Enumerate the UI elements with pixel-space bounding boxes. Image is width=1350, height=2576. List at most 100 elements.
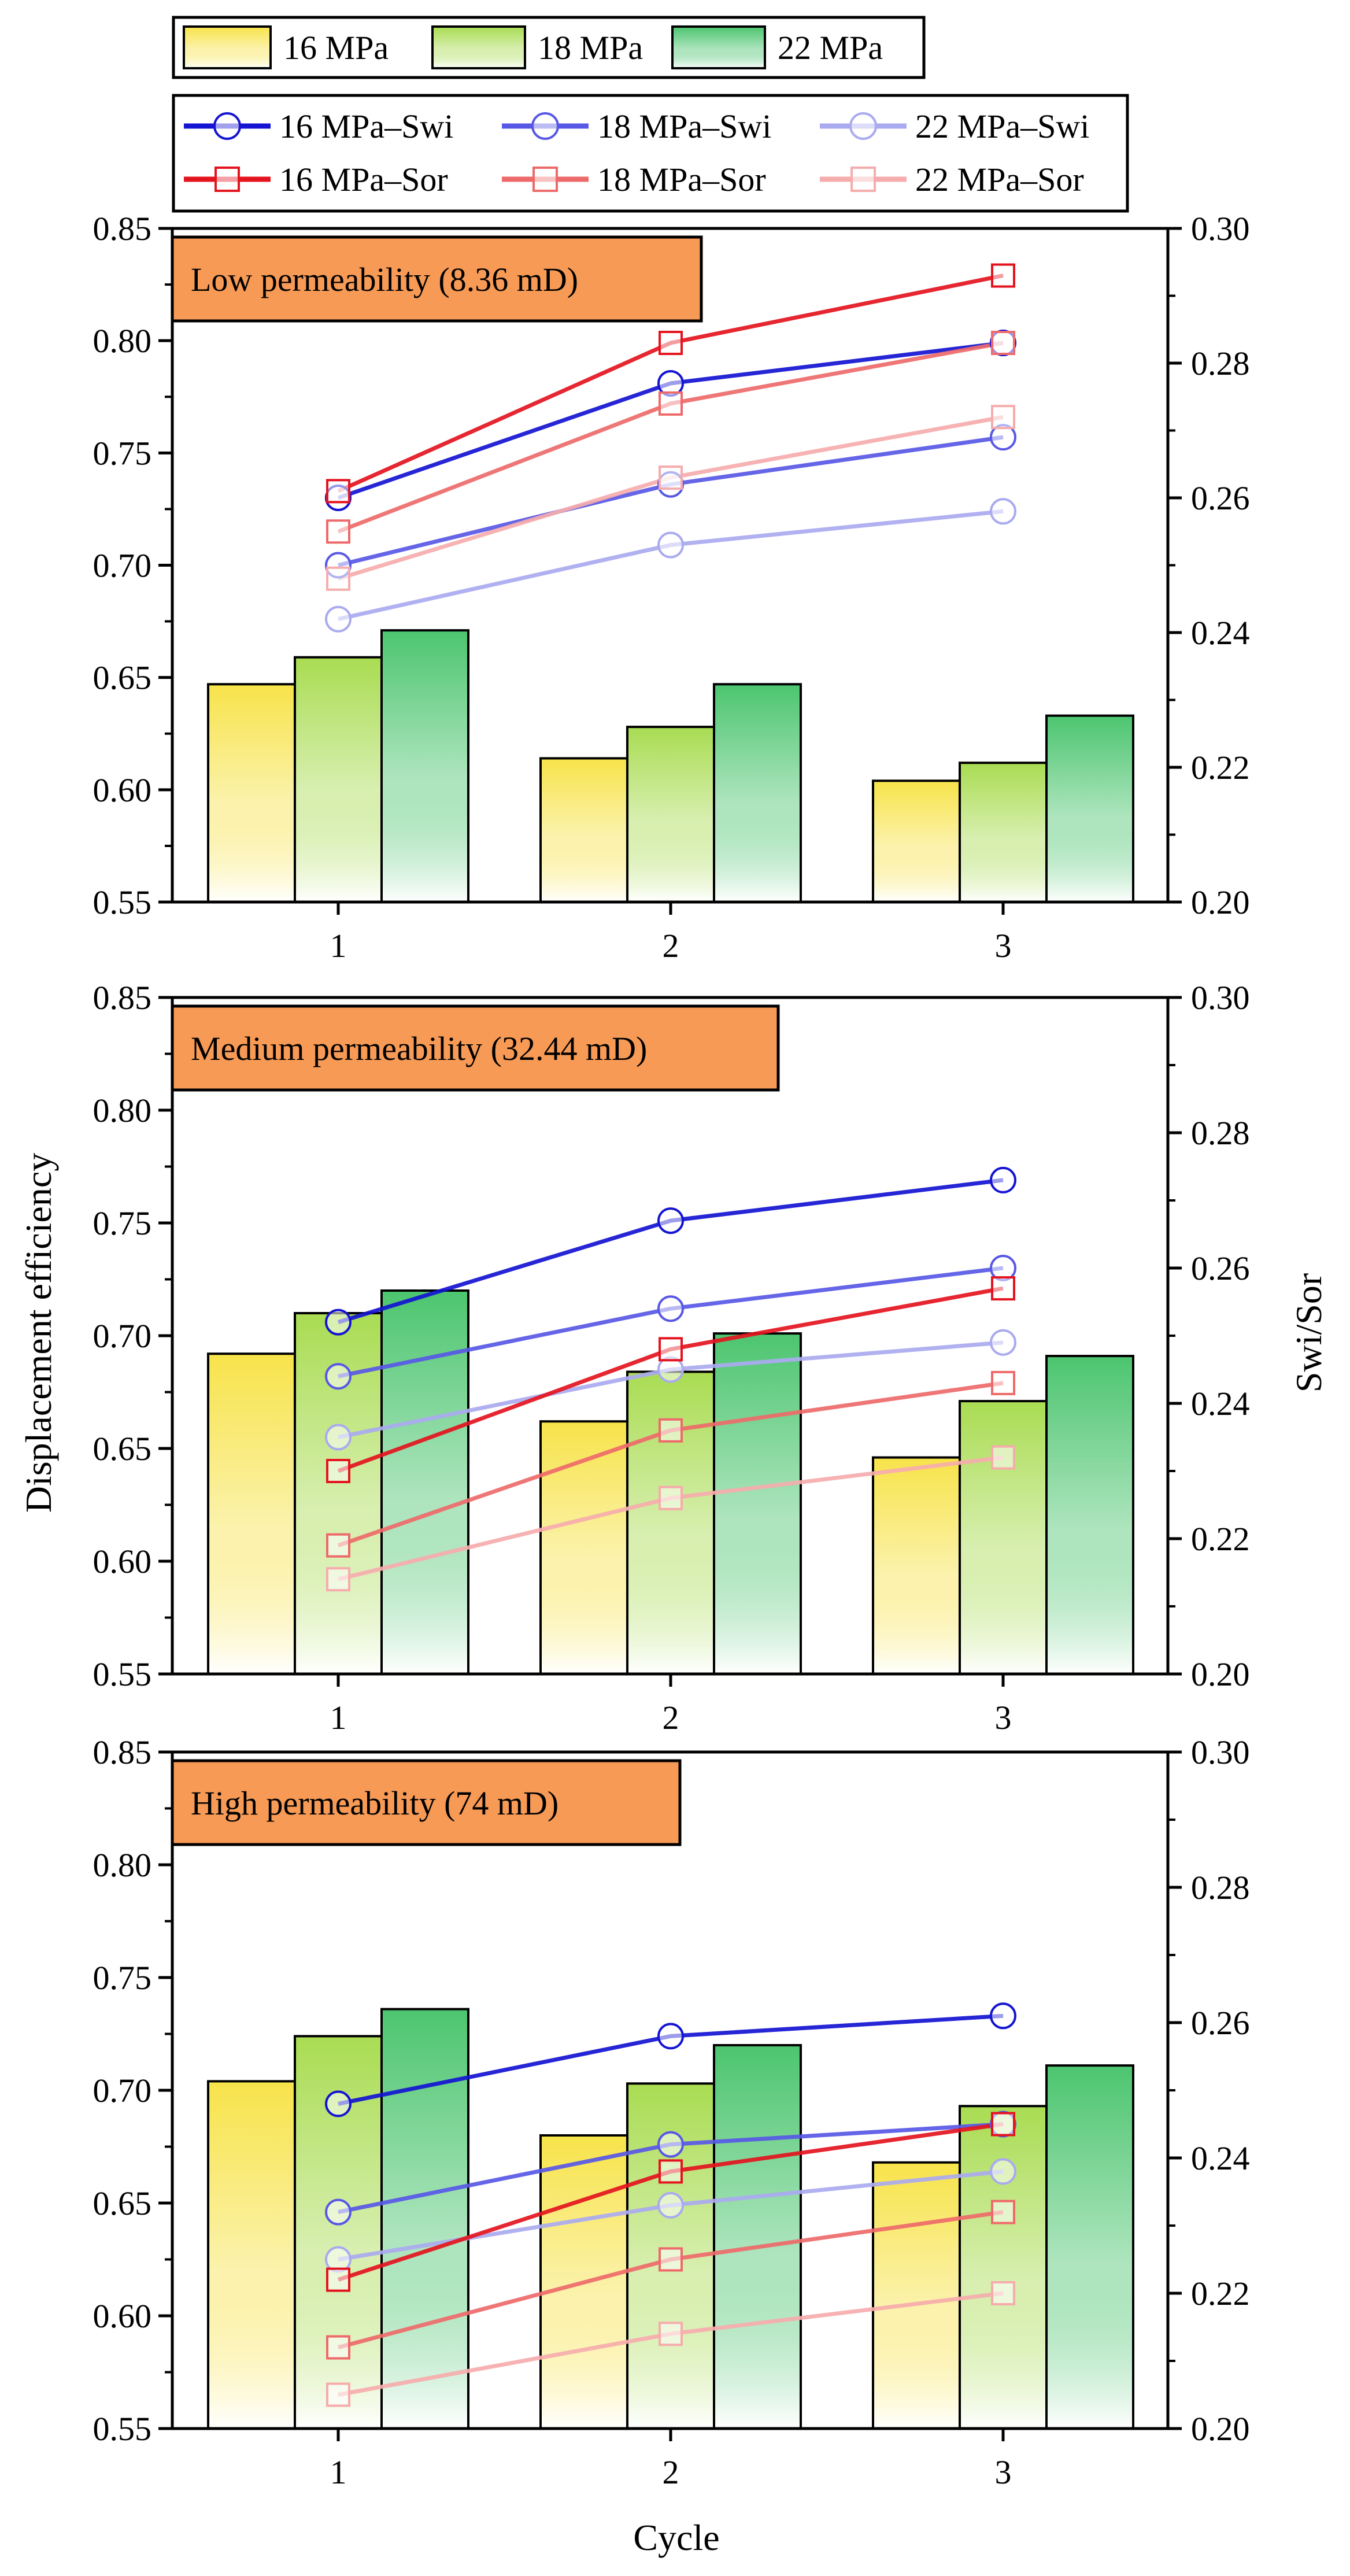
legends: 16 MPa 18 MPa 22 MPa 16 MPa–Swi 18 MPa–Swi 22… bbox=[172, 16, 1129, 213]
panel-0-right-axis: 0.20 0.22 0.24 0.26 0.28 0.30 bbox=[1168, 210, 1250, 921]
panel-2-right-tick-label-3: 0.26 bbox=[1191, 2004, 1250, 2042]
panel-0-bar-2-1 bbox=[713, 683, 802, 903]
panel-0-series-line-2 bbox=[338, 509, 1004, 622]
panel-1-right-axis: 0.20 0.22 0.24 0.26 0.28 0.30 bbox=[1168, 979, 1250, 1693]
panel-0-right-tick-label-0: 0.20 bbox=[1191, 884, 1250, 921]
panel-1-title-bg bbox=[171, 1004, 780, 1092]
panel-1: 0.55 0.60 0.65 0.70 0.75 0.80 0.85 0.20 0.22 0.24… bbox=[93, 979, 1250, 1736]
panel-2-right-tick-label-4: 0.28 bbox=[1191, 1869, 1250, 1906]
panel-2-right-axis: 0.20 0.22 0.24 0.26 0.28 0.30 bbox=[1168, 1734, 1250, 2448]
panel-2-point-4-0 bbox=[326, 2335, 350, 2360]
panel-1-right-tick-label-2: 0.24 bbox=[1191, 1385, 1250, 1422]
line-legend-label-4: 18 MPa–Sor bbox=[597, 161, 766, 198]
line-legend-label-5: 22 MPa–Sor bbox=[915, 161, 1084, 198]
panel-1-point-3-1 bbox=[659, 1337, 683, 1362]
panel-2-title-bg bbox=[171, 1759, 682, 1846]
panel-1-left-tick-label-6: 0.85 bbox=[93, 979, 152, 1017]
panel-1-point-5-0 bbox=[326, 1567, 350, 1592]
bar-legend-label-0: 16 MPa bbox=[283, 29, 389, 66]
panel-2-left-tick-label-1: 0.60 bbox=[93, 2297, 152, 2335]
panel-2-right-tick-label-0: 0.20 bbox=[1191, 2410, 1250, 2448]
panel-1-left-tick-label-4: 0.75 bbox=[93, 1204, 152, 1242]
line-legend-marker-3 bbox=[214, 167, 240, 192]
panel-1-point-5-1 bbox=[659, 1485, 683, 1510]
panel-2-point-0-2 bbox=[990, 2002, 1016, 2030]
panel-0-right-tick-label-4: 0.28 bbox=[1191, 345, 1250, 382]
panel-0-title-bg bbox=[171, 235, 703, 323]
panel-1-x-axis: 1 2 3 bbox=[330, 1674, 1012, 1736]
panel-1-right-tick-label-4: 0.28 bbox=[1191, 1114, 1250, 1152]
panel-1-bar-2-0 bbox=[380, 1289, 469, 1675]
bar-legend-swatch-2 bbox=[671, 25, 766, 69]
bar-legend-swatch-1 bbox=[431, 25, 526, 69]
panel-0-right-tick-label-5: 0.30 bbox=[1191, 210, 1250, 247]
panel-0-point-4-2 bbox=[991, 331, 1015, 356]
line-legend: 16 MPa–Swi 18 MPa–Swi 22 MPa–Swi 16 MPa–Sor… bbox=[172, 94, 1129, 213]
panel-1-left-tick-label-3: 0.70 bbox=[93, 1317, 152, 1355]
panel-2-bar-1-2 bbox=[959, 2105, 1048, 2430]
panel-2-left-tick-label-3: 0.70 bbox=[93, 2072, 152, 2109]
panel-0-x-tick-label-1: 2 bbox=[663, 927, 679, 964]
panel-0-x-axis: 1 2 3 bbox=[330, 902, 1012, 964]
panel-0-point-4-1 bbox=[659, 391, 683, 416]
panel-2-point-5-1 bbox=[659, 2322, 683, 2346]
panel-0-x-tick-label-0: 1 bbox=[330, 927, 347, 964]
panel-0-left-axis: 0.55 0.60 0.65 0.70 0.75 0.80 0.85 bbox=[93, 210, 172, 921]
panel-2-point-5-0 bbox=[326, 2382, 350, 2407]
line-legend-label-1: 18 MPa–Swi bbox=[597, 108, 771, 145]
line-legend-label-2: 22 MPa–Swi bbox=[915, 108, 1089, 145]
panel-0-title-box: Low permeability (8.36 mD) bbox=[171, 235, 703, 323]
panel-2-left-tick-label-6: 0.85 bbox=[93, 1734, 152, 1771]
panel-0-left-tick-label-2: 0.65 bbox=[93, 659, 152, 697]
panel-2-point-5-2 bbox=[991, 2281, 1015, 2305]
panel-2-x-tick-label-1: 2 bbox=[663, 2453, 679, 2491]
panel-1-left-tick-label-5: 0.80 bbox=[93, 1092, 152, 1129]
panel-1-point-0-1 bbox=[657, 1207, 684, 1235]
panel-2-bar-2-2 bbox=[1045, 2064, 1134, 2430]
panel-0-title: Low permeability (8.36 mD) bbox=[191, 261, 578, 298]
panel-1-left-tick-label-2: 0.65 bbox=[93, 1430, 152, 1468]
panel-1-left-tick-label-1: 0.60 bbox=[93, 1543, 152, 1580]
panel-0-left-tick-label-6: 0.85 bbox=[93, 210, 152, 247]
panel-2-bar-0-0 bbox=[207, 2080, 296, 2430]
line-legend-marker-5 bbox=[850, 167, 876, 192]
y-axis-left-title: Displacement efficiency bbox=[18, 1153, 59, 1513]
panel-0: 0.55 0.60 0.65 0.70 0.75 0.80 0.85 0.20 0.22 0.24… bbox=[93, 210, 1250, 964]
panel-1-point-2-2 bbox=[990, 1329, 1016, 1356]
panel-2-left-tick-label-0: 0.55 bbox=[93, 2410, 152, 2448]
panel-1-point-0-2 bbox=[990, 1166, 1016, 1193]
panel-1-left-tick-label-0: 0.55 bbox=[93, 1655, 152, 1693]
line-legend-marker-4 bbox=[532, 167, 558, 192]
panel-1-bar-1-2 bbox=[959, 1400, 1048, 1676]
panel-2-left-tick-label-5: 0.80 bbox=[93, 1846, 152, 1884]
panel-0-bar-1-1 bbox=[626, 726, 715, 903]
panel-1-point-1-0 bbox=[325, 1363, 352, 1390]
line-legend-box bbox=[172, 94, 1129, 213]
panel-0-lines bbox=[325, 263, 1016, 633]
panel-1-bar-2-2 bbox=[1045, 1355, 1134, 1676]
bar-legend-swatch-0 bbox=[183, 25, 272, 69]
panel-1-point-5-2 bbox=[991, 1445, 1015, 1470]
panel-2-title: High permeability (74 mD) bbox=[191, 1784, 559, 1822]
panel-1-lines bbox=[325, 1166, 1016, 1592]
panel-2-right-tick-label-5: 0.30 bbox=[1191, 1734, 1250, 1771]
panel-2-x-tick-label-2: 3 bbox=[995, 2453, 1012, 2491]
panel-0-left-tick-label-4: 0.75 bbox=[93, 434, 152, 472]
panel-0-bar-2-0 bbox=[380, 629, 469, 904]
line-legend-marker-0 bbox=[213, 112, 241, 140]
panel-1-bar-1-1 bbox=[626, 1370, 715, 1675]
panel-1-right-tick-label-5: 0.30 bbox=[1191, 979, 1250, 1017]
panel-0-point-2-1 bbox=[657, 531, 684, 559]
panel-2-point-3-0 bbox=[326, 2267, 350, 2292]
panel-2-x-tick-label-0: 1 bbox=[330, 2453, 347, 2491]
panel-0-bar-1-0 bbox=[294, 656, 383, 903]
panel-2-point-1-0 bbox=[325, 2198, 352, 2226]
panel-0-left-tick-label-5: 0.80 bbox=[93, 322, 152, 360]
panel-1-title-box: Medium permeability (32.44 mD) bbox=[171, 1004, 780, 1092]
panel-1-bar-0-2 bbox=[872, 1456, 961, 1676]
panel-2-point-2-1 bbox=[657, 2191, 684, 2219]
panel-2-point-0-0 bbox=[325, 2090, 352, 2117]
panel-1-point-3-2 bbox=[991, 1276, 1015, 1301]
panel-2-bar-0-2 bbox=[872, 2161, 961, 2430]
